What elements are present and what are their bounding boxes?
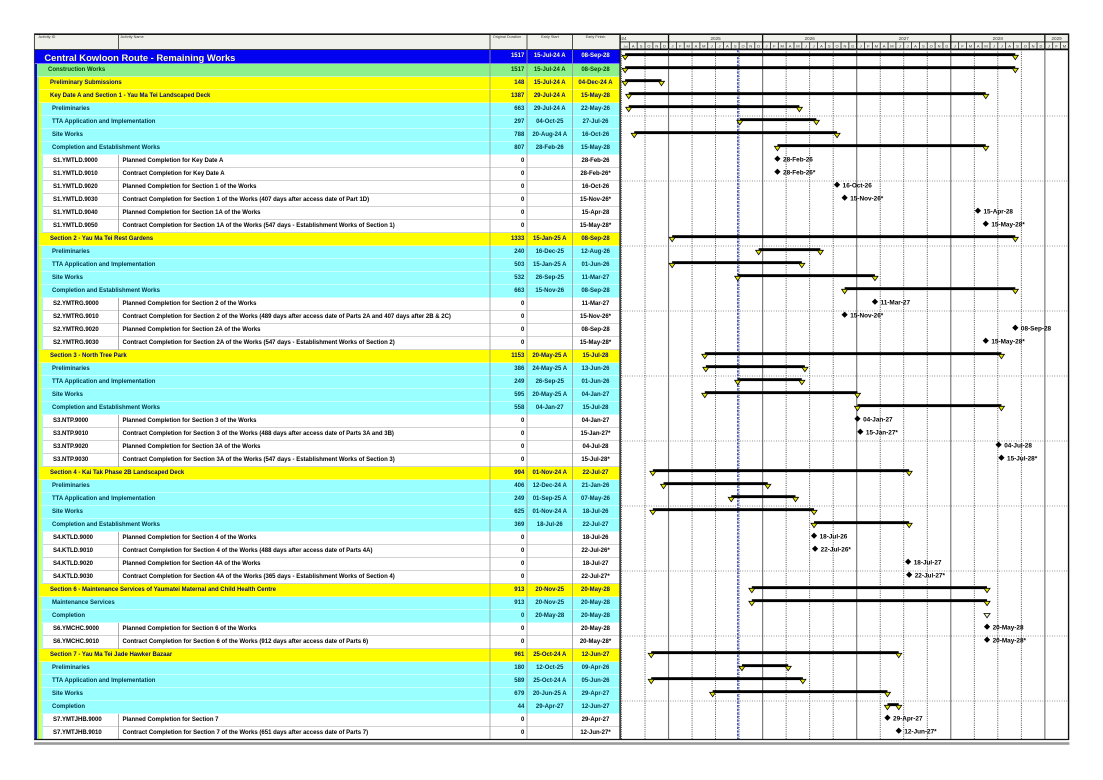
svg-text:20-May-28: 20-May-28 (993, 624, 1024, 631)
svg-text:2028: 2028 (993, 36, 1004, 41)
svg-text:11-Mar-27: 11-Mar-27 (881, 299, 911, 306)
svg-text:M: M (702, 44, 705, 49)
svg-text:M: M (890, 44, 893, 49)
svg-text:2025: 2025 (710, 36, 721, 41)
svg-text:D: D (757, 44, 760, 49)
svg-text:O: O (741, 44, 744, 49)
svg-text:F: F (1055, 44, 1058, 49)
svg-text:15-Jul-28*: 15-Jul-28* (1007, 455, 1038, 462)
svg-text:N: N (1032, 44, 1035, 49)
svg-text:S: S (922, 44, 925, 49)
svg-text:J: J (954, 44, 956, 49)
svg-text:S: S (828, 44, 831, 49)
svg-text:N: N (938, 44, 941, 49)
svg-text:2029: 2029 (1051, 36, 1062, 41)
svg-text:J: J (719, 44, 721, 49)
svg-text:O: O (836, 44, 839, 49)
svg-text:A: A (883, 44, 886, 49)
svg-text:04-Jul-28: 04-Jul-28 (1004, 442, 1032, 449)
svg-text:A: A (914, 44, 917, 49)
svg-text:D: D (663, 44, 666, 49)
svg-text:M: M (686, 44, 689, 49)
svg-text:A: A (726, 44, 729, 49)
svg-text:08-Sep-28: 08-Sep-28 (1021, 325, 1052, 332)
svg-text:M: M (969, 44, 972, 49)
svg-text:M: M (1063, 44, 1066, 49)
svg-text:15-May-28*: 15-May-28* (991, 221, 1025, 228)
svg-text:15-Jan-27*: 15-Jan-27* (866, 429, 898, 436)
svg-text:22-Jul-26*: 22-Jul-26* (821, 546, 852, 553)
svg-text:A: A (977, 44, 980, 49)
svg-text:S: S (640, 44, 643, 49)
svg-text:15-Apr-28: 15-Apr-28 (984, 208, 1014, 215)
svg-text:A: A (820, 44, 823, 49)
svg-text:15-Nov-26*: 15-Nov-26* (850, 312, 884, 319)
svg-text:O: O (930, 44, 933, 49)
svg-text:12-Jun-27*: 12-Jun-27* (904, 728, 937, 735)
svg-text:F: F (773, 44, 776, 49)
svg-text:D: D (851, 44, 854, 49)
svg-text:J: J (907, 44, 909, 49)
svg-text:O: O (1024, 44, 1027, 49)
svg-text:A: A (789, 44, 792, 49)
svg-text:28-Feb-26: 28-Feb-26 (783, 156, 813, 163)
svg-text:2026: 2026 (805, 36, 816, 41)
svg-text:J: J (1001, 44, 1003, 49)
svg-text:28-Feb-26*: 28-Feb-26* (783, 169, 816, 176)
svg-text:2027: 2027 (899, 36, 910, 41)
svg-text:18-Jul-27: 18-Jul-27 (914, 559, 942, 566)
svg-text:F: F (679, 44, 682, 49)
svg-text:D: D (945, 44, 948, 49)
svg-text:J: J (860, 44, 862, 49)
svg-text:J: J (766, 44, 768, 49)
svg-text:J: J (671, 44, 673, 49)
svg-text:S: S (1016, 44, 1019, 49)
svg-text:F: F (867, 44, 870, 49)
svg-text:15-Nov-26*: 15-Nov-26* (850, 195, 884, 202)
svg-text:A: A (1008, 44, 1011, 49)
svg-text:O: O (647, 44, 650, 49)
svg-text:15-May-28*: 15-May-28* (991, 338, 1025, 345)
svg-text:Jul: Jul (623, 45, 627, 49)
svg-text:J: J (805, 44, 807, 49)
svg-text:N: N (655, 44, 658, 49)
svg-text:F: F (961, 44, 964, 49)
svg-text:A: A (695, 44, 698, 49)
svg-text:M: M (781, 44, 784, 49)
svg-text:2024: 2024 (616, 36, 627, 41)
svg-text:22-Jul-27*: 22-Jul-27* (915, 572, 946, 579)
svg-text:M: M (984, 44, 987, 49)
svg-text:N: N (749, 44, 752, 49)
svg-text:J: J (711, 44, 713, 49)
svg-text:M: M (875, 44, 878, 49)
svg-text:S: S (734, 44, 737, 49)
svg-text:M: M (796, 44, 799, 49)
svg-text:04-Jan-27: 04-Jan-27 (863, 416, 893, 423)
svg-text:29-Apr-27: 29-Apr-27 (893, 715, 923, 722)
svg-text:J: J (1048, 44, 1050, 49)
svg-text:A: A (632, 44, 635, 49)
svg-text:J: J (813, 44, 815, 49)
svg-text:J: J (993, 44, 995, 49)
svg-text:J: J (899, 44, 901, 49)
svg-text:18-Jul-26: 18-Jul-26 (820, 533, 848, 540)
svg-text:20-May-28*: 20-May-28* (993, 637, 1027, 644)
svg-text:D: D (1039, 44, 1042, 49)
svg-text:16-Oct-26: 16-Oct-26 (843, 182, 873, 189)
svg-text:N: N (843, 44, 846, 49)
